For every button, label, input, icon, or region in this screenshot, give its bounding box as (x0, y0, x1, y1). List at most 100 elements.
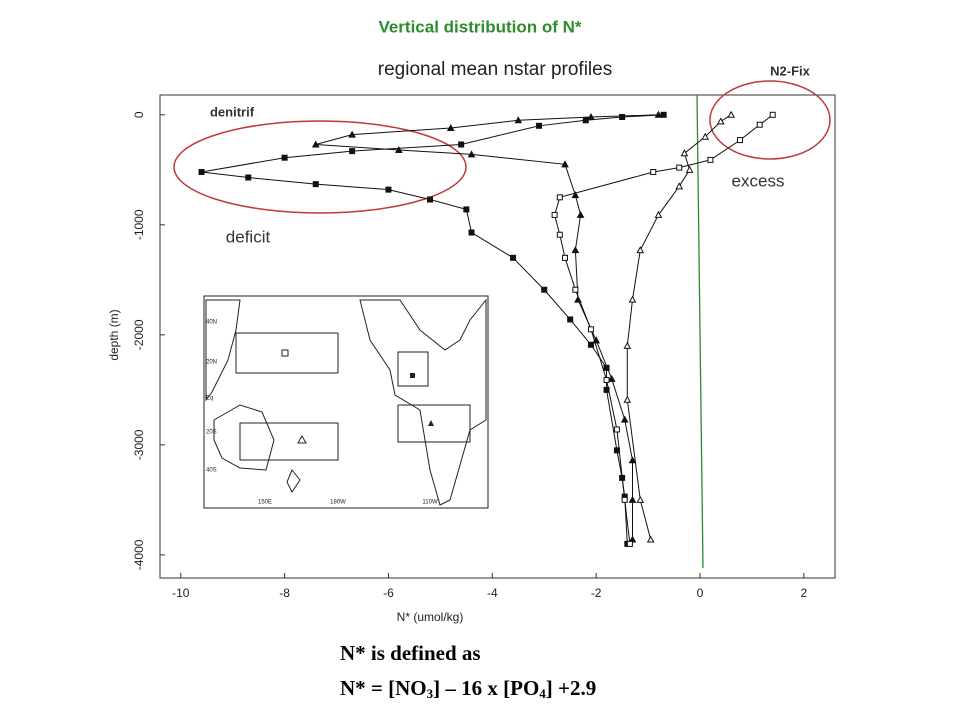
point (571, 191, 580, 199)
point (556, 194, 563, 201)
point (621, 496, 628, 503)
point (395, 145, 403, 154)
annotation: deficit (226, 227, 271, 246)
y-tick-label: -1000 (132, 209, 146, 240)
inset-frame (203, 295, 489, 509)
x-tick-label: -10 (172, 586, 190, 600)
point (646, 535, 655, 543)
profile-line (201, 114, 664, 544)
chart-title: regional mean nstar profiles (378, 59, 612, 80)
point (680, 149, 689, 157)
point (541, 286, 548, 293)
excess-circle (709, 80, 831, 160)
point (636, 495, 645, 503)
point (571, 246, 580, 254)
deficit-circle (173, 120, 467, 214)
y-tick-label: -3000 (132, 429, 146, 460)
inset-lon-label: 180W (330, 500, 346, 506)
formula-sub: 4 (539, 686, 546, 701)
point (650, 169, 657, 176)
formula-line: N* is defined as (340, 641, 481, 665)
point (576, 210, 585, 218)
x-tick-label: 2 (801, 586, 808, 600)
point (467, 150, 476, 158)
annotation: denitrif (210, 104, 255, 119)
x-tick-label: -6 (383, 586, 394, 600)
region-marker (297, 434, 307, 444)
point (654, 210, 663, 218)
x-tick-label: 0 (697, 586, 704, 600)
point (572, 286, 579, 293)
region-box (397, 404, 471, 443)
point (607, 374, 616, 382)
annotation: N2-Fix (770, 63, 811, 78)
y-tick-label: 0 (132, 111, 146, 118)
x-tick-label: -4 (487, 586, 498, 600)
region-marker (281, 349, 289, 357)
point (587, 326, 594, 333)
coast (286, 469, 301, 493)
point (311, 140, 320, 148)
slide-title: Vertical distribution of N* (378, 17, 581, 36)
point (676, 164, 683, 171)
point (587, 341, 594, 348)
point (245, 174, 252, 181)
point (468, 229, 475, 236)
formula-part: ] – 16 x [PO (433, 676, 539, 700)
point (623, 341, 632, 349)
point (587, 112, 595, 121)
point (536, 122, 543, 129)
point (727, 110, 735, 118)
x-tick-label: -2 (591, 586, 602, 600)
point (603, 376, 610, 383)
point (427, 196, 433, 203)
point (613, 426, 620, 433)
formula-line: N* = [NO3] – 16 x [PO4] +2.9 (340, 676, 596, 701)
point (551, 211, 558, 218)
annotation: excess (732, 171, 785, 190)
x-axis-label: N* (umol/kg) (397, 610, 464, 624)
formula-sub: 3 (427, 686, 434, 701)
point (675, 182, 684, 190)
formula-part: ] +2.9 (546, 676, 596, 700)
y-axis-label: depth (m) (107, 309, 121, 360)
point (685, 165, 694, 173)
point (769, 111, 776, 118)
inset-lat-label: 20N (206, 360, 217, 366)
point (628, 495, 637, 503)
region-box (397, 351, 429, 387)
point (349, 148, 356, 155)
point (619, 114, 626, 121)
point (514, 116, 523, 124)
formula-part: N* = [NO (340, 676, 427, 700)
reference-line (696, 94, 704, 569)
inset-lat-label: 40S (206, 468, 217, 474)
x-tick-label: -8 (279, 586, 290, 600)
point (628, 456, 637, 464)
inset-lon-label: 110W (422, 500, 438, 506)
y-tick-label: -4000 (132, 539, 146, 570)
point (701, 132, 710, 140)
profile-line (554, 114, 773, 544)
point (281, 154, 288, 161)
coast (213, 404, 275, 471)
point (312, 181, 319, 188)
inset-lat-label: Eq (206, 396, 213, 402)
point (561, 160, 569, 168)
inset-lat-label: 20S (206, 430, 217, 436)
region-box (239, 422, 339, 461)
point (623, 395, 632, 403)
point (463, 206, 470, 213)
y-tick-label: -2000 (132, 319, 146, 350)
point (716, 117, 725, 125)
point (567, 316, 574, 323)
point (582, 117, 589, 124)
point (736, 137, 743, 144)
inset-map: 40N 20N Eq 20S 40S 150E 180W 110W (203, 295, 489, 509)
region-marker (410, 373, 415, 378)
point (660, 111, 667, 118)
point (562, 254, 568, 261)
point (198, 169, 205, 176)
point (385, 186, 392, 193)
